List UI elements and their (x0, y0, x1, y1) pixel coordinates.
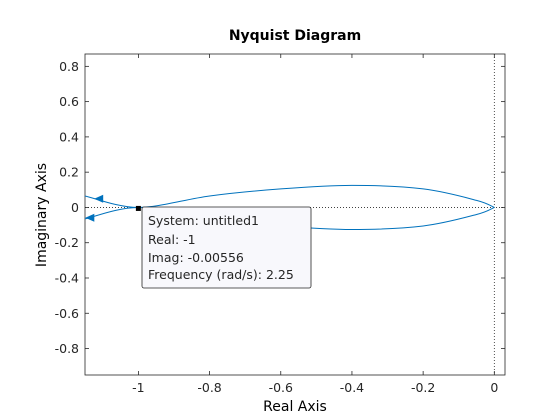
x-ticks: -1 -0.8 -0.6 -0.4 -0.2 0 (132, 54, 498, 395)
datatip-frequency: Frequency (rad/s): 2.25 (148, 267, 294, 282)
y-tick-label: 0.8 (59, 59, 79, 74)
y-tick-label: -0.8 (55, 341, 79, 356)
y-ticks: 0.8 0.6 0.4 0.2 0 -0.2 -0.4 -0.6 -0.8 (55, 59, 505, 356)
x-tick-label: 0 (490, 380, 498, 395)
y-tick-label: -0.4 (55, 270, 79, 285)
y-tick-label: -0.2 (55, 235, 79, 250)
datatip-marker[interactable] (135, 205, 141, 211)
y-axis-title: Imaginary Axis (34, 163, 50, 267)
datatip-system: System: untitled1 (148, 213, 259, 228)
x-tick-label: -0.8 (197, 380, 221, 395)
y-tick-label: 0.4 (59, 129, 79, 144)
datatip-imag: Imag: -0.00556 (148, 250, 244, 265)
y-tick-label: 0.6 (59, 94, 79, 109)
y-tick-label: 0.2 (59, 165, 79, 180)
direction-arrow (94, 194, 104, 203)
datatip-box (141, 206, 312, 289)
x-tick-label: -0.4 (340, 380, 364, 395)
direction-arrow (85, 213, 95, 222)
x-tick-label: -0.6 (269, 380, 293, 395)
y-tick-label: 0 (71, 200, 79, 215)
datatip-real: Real: -1 (148, 232, 196, 247)
y-tick-label: -0.6 (55, 306, 79, 321)
x-axis-title: Real Axis (263, 399, 327, 415)
datatip-marker-layer (135, 205, 141, 211)
datatip[interactable]: System: untitled1 Real: -1 Imag: -0.0055… (141, 206, 312, 289)
x-tick-label: -1 (132, 380, 144, 395)
x-tick-label: -0.2 (411, 380, 435, 395)
chart-title: Nyquist Diagram (229, 28, 361, 44)
